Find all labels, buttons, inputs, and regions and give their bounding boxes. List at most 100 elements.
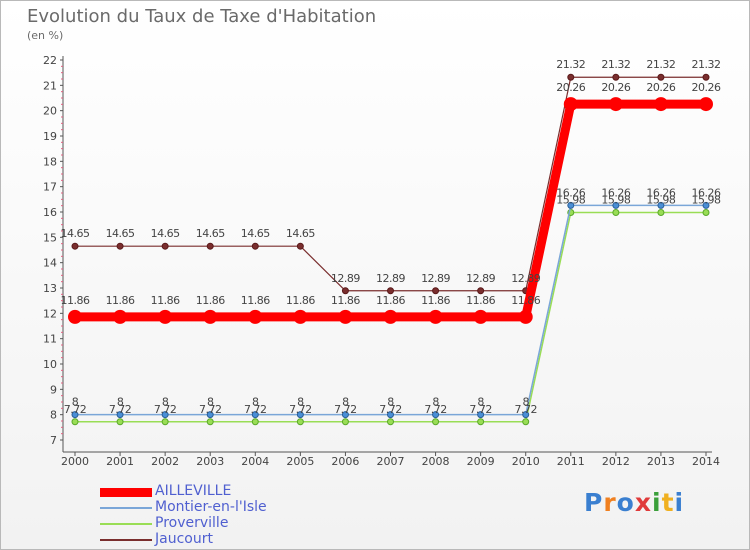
data-label: 14.65 xyxy=(106,227,135,240)
y-tick-label: 22 xyxy=(43,54,57,67)
legend-item: Jaucourt xyxy=(100,531,320,548)
data-label: 7.72 xyxy=(379,403,402,416)
data-label: 7.72 xyxy=(334,403,357,416)
y-tick-label: 10 xyxy=(43,358,57,371)
data-point xyxy=(612,209,620,217)
legend-label: Jaucourt xyxy=(155,531,213,547)
x-tick-label: 2010 xyxy=(512,455,540,468)
data-label: 11.86 xyxy=(286,294,315,307)
data-label: 8 xyxy=(522,396,529,409)
data-point xyxy=(657,73,665,81)
data-point xyxy=(477,287,485,295)
data-label: 15.98 xyxy=(692,194,721,207)
data-label: 11.86 xyxy=(196,294,225,307)
logo-letter: x xyxy=(634,488,652,517)
data-label: 7.72 xyxy=(244,403,267,416)
data-point xyxy=(473,309,488,324)
data-label: 8 xyxy=(477,396,484,409)
legend-label: Proverville xyxy=(155,515,229,531)
data-label: 12.89 xyxy=(421,272,450,285)
logo-letter: t xyxy=(661,488,675,517)
data-label: 11.86 xyxy=(61,294,90,307)
data-point xyxy=(702,73,710,81)
data-point xyxy=(206,418,214,426)
x-tick-label: 2001 xyxy=(106,455,134,468)
data-label: 7.72 xyxy=(469,403,492,416)
data-label: 7.72 xyxy=(514,403,537,416)
data-label: 12.89 xyxy=(331,272,360,285)
data-point xyxy=(657,201,665,209)
data-label: 15.98 xyxy=(601,194,630,207)
y-tick-label: 12 xyxy=(43,307,57,320)
data-label: 15.98 xyxy=(646,194,675,207)
data-label: 16.26 xyxy=(601,186,630,199)
data-label: 11.86 xyxy=(241,294,270,307)
data-label: 11.86 xyxy=(376,294,405,307)
data-point xyxy=(161,418,169,426)
data-point xyxy=(338,309,353,324)
data-point xyxy=(341,418,349,426)
x-tick-label: 2002 xyxy=(151,455,179,468)
x-tick-label: 2007 xyxy=(377,455,405,468)
y-tick-label: 7 xyxy=(50,434,57,447)
data-point xyxy=(608,97,623,112)
data-point xyxy=(296,418,304,426)
data-point xyxy=(477,418,485,426)
data-point xyxy=(71,418,79,426)
logo-letter: r xyxy=(603,488,617,517)
data-label: 21.32 xyxy=(556,58,585,71)
data-point xyxy=(702,201,710,209)
legend-swatch xyxy=(100,507,152,509)
data-point xyxy=(161,242,169,250)
data-point xyxy=(612,73,620,81)
y-tick-label: 11 xyxy=(43,333,57,346)
logo-letter: P xyxy=(584,488,604,517)
data-point xyxy=(206,242,214,250)
data-label: 8 xyxy=(432,396,439,409)
x-tick-label: 2005 xyxy=(286,455,314,468)
x-tick-label: 2012 xyxy=(602,455,630,468)
data-point xyxy=(296,242,304,250)
data-label: 8 xyxy=(342,396,349,409)
data-label: 11.86 xyxy=(331,294,360,307)
legend-item: Proverville xyxy=(100,515,320,532)
data-label: 8 xyxy=(297,396,304,409)
legend-swatch xyxy=(100,487,152,497)
data-label: 14.65 xyxy=(196,227,225,240)
data-point xyxy=(432,287,440,295)
y-tick-label: 19 xyxy=(43,130,57,143)
data-point xyxy=(522,418,530,426)
data-point xyxy=(248,309,263,324)
x-tick-label: 2009 xyxy=(467,455,495,468)
data-point xyxy=(567,73,575,81)
data-point xyxy=(432,411,440,419)
data-point xyxy=(699,97,713,112)
data-label: 8 xyxy=(72,396,79,409)
y-tick-label: 13 xyxy=(43,282,57,295)
data-label: 12.89 xyxy=(466,272,495,285)
data-label: 12.89 xyxy=(511,272,540,285)
logo-letter: i xyxy=(674,488,685,517)
data-label: 7.72 xyxy=(154,403,177,416)
data-label: 14.65 xyxy=(61,227,90,240)
data-label: 21.32 xyxy=(646,58,675,71)
data-label: 14.65 xyxy=(241,227,270,240)
data-point xyxy=(293,309,308,324)
y-tick-label: 21 xyxy=(43,79,57,92)
data-point xyxy=(113,309,128,324)
legend-swatch xyxy=(100,539,152,541)
data-point xyxy=(158,309,173,324)
data-point xyxy=(251,242,259,250)
x-tick-label: 2000 xyxy=(61,455,89,468)
y-tick-label: 9 xyxy=(50,383,57,396)
x-tick-label: 2011 xyxy=(557,455,585,468)
data-label: 8 xyxy=(387,396,394,409)
chart-title: Evolution du Taux de Taxe d'Habitation xyxy=(27,6,377,27)
data-label: 8 xyxy=(252,396,259,409)
x-tick-label: 2014 xyxy=(692,455,720,468)
data-label: 7.72 xyxy=(289,403,312,416)
legend: AILLEVILLE Montier-en-l'Isle Proverville Ja… xyxy=(100,483,320,548)
data-point xyxy=(387,411,394,419)
proxiti-logo: Proxiti xyxy=(584,488,684,517)
